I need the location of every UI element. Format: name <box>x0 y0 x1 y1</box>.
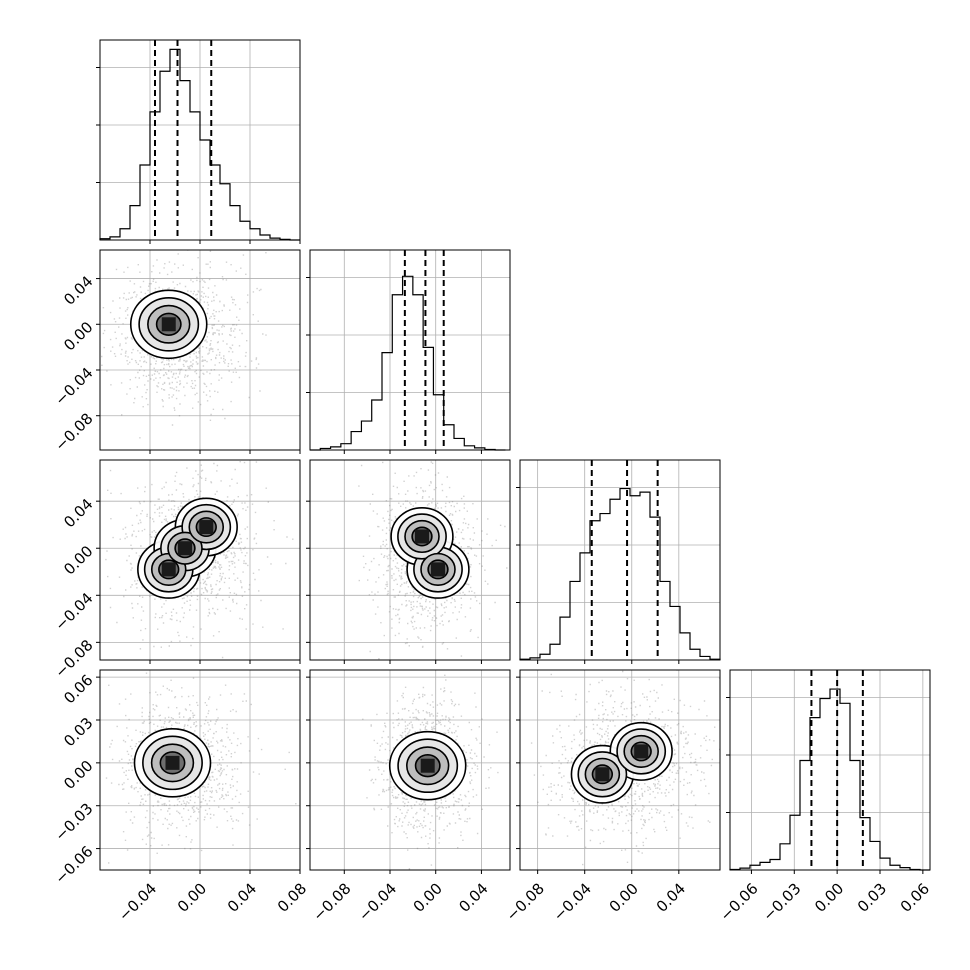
heatmap-panel-0-2 <box>96 459 301 664</box>
x-tick-label: 0.00 <box>174 880 210 916</box>
heatmap-content <box>101 250 267 439</box>
x-tick-label: 0.04 <box>455 880 491 916</box>
y-tick-label: 0.00 <box>60 757 96 793</box>
y-tick-label: 0.00 <box>60 542 96 578</box>
heatmap-content <box>105 461 294 659</box>
histogram-panel-1 <box>306 249 511 454</box>
x-tick-label: −0.03 <box>759 880 804 925</box>
panel-frame <box>519 669 721 871</box>
histogram-panel-0 <box>96 39 301 244</box>
x-tick-label: 0.08 <box>274 880 310 916</box>
x-tick-label: −0.08 <box>309 880 354 925</box>
y-tick-label: −0.04 <box>51 364 96 409</box>
scatter-points <box>530 670 720 866</box>
x-tick-label: −0.06 <box>716 880 761 925</box>
panel-frame <box>309 459 511 661</box>
x-tick-label: 0.00 <box>606 880 642 916</box>
x-tick-label: −0.04 <box>355 880 400 925</box>
panel-background <box>730 670 930 870</box>
scatter-points <box>362 674 499 870</box>
y-tick-label: −0.03 <box>51 800 96 845</box>
heatmap-panel-0-1 <box>96 249 301 454</box>
heatmap-content <box>530 670 720 866</box>
y-tick-label: 0.00 <box>60 318 96 354</box>
y-tick-label: −0.04 <box>51 589 96 634</box>
density-peak-cell <box>161 317 176 332</box>
heatmap-panel-2-3 <box>516 669 721 874</box>
density-peak-cell <box>165 755 180 770</box>
panel-frame <box>309 669 511 871</box>
x-tick-label: 0.03 <box>854 880 890 916</box>
y-tick-label: 0.04 <box>60 272 96 308</box>
heatmap-panel-0-3 <box>96 669 301 874</box>
histogram-step-line <box>99 48 300 241</box>
density-peak-cell <box>595 767 610 782</box>
histogram-panel-2 <box>516 459 721 664</box>
heatmap-panel-1-2 <box>306 459 511 664</box>
x-tick-label: −0.04 <box>550 880 595 925</box>
heatmap-panel-1-3 <box>306 669 511 874</box>
scatter-points <box>105 461 294 659</box>
y-tick-label: 0.03 <box>60 714 96 750</box>
x-tick-label: 0.04 <box>224 880 260 916</box>
density-peak-cell <box>415 529 429 544</box>
scatter-points <box>358 461 508 660</box>
x-tick-label: 0.00 <box>811 880 847 916</box>
heatmap-content <box>358 461 508 660</box>
density-peak-cell <box>431 562 445 577</box>
y-tick-label: −0.08 <box>51 636 96 681</box>
panel-frame <box>309 249 511 451</box>
x-tick-label: 0.00 <box>410 880 446 916</box>
y-tick-label: −0.08 <box>51 410 96 455</box>
y-tick-label: −0.06 <box>51 842 96 887</box>
histogram-step-line <box>519 487 721 660</box>
x-tick-label: −0.04 <box>115 880 160 925</box>
histogram-panel-3 <box>726 669 931 874</box>
histogram-step-line <box>310 275 506 451</box>
histogram-step-line <box>729 688 930 871</box>
panel-background <box>310 250 510 450</box>
density-peak-cell <box>634 744 649 759</box>
panel-frame <box>729 669 931 871</box>
panel-frame <box>519 459 721 661</box>
heatmap-content <box>362 674 499 870</box>
x-tick-label: −0.08 <box>503 880 548 925</box>
heatmap-content <box>105 672 297 864</box>
density-peak-cell <box>178 541 192 556</box>
x-tick-label: 0.04 <box>653 880 689 916</box>
density-peak-cell <box>420 758 435 773</box>
y-tick-label: 0.04 <box>60 495 96 531</box>
x-tick-label: 0.06 <box>897 880 933 916</box>
density-peak-cell <box>199 520 214 535</box>
density-peak-cell <box>161 562 176 577</box>
